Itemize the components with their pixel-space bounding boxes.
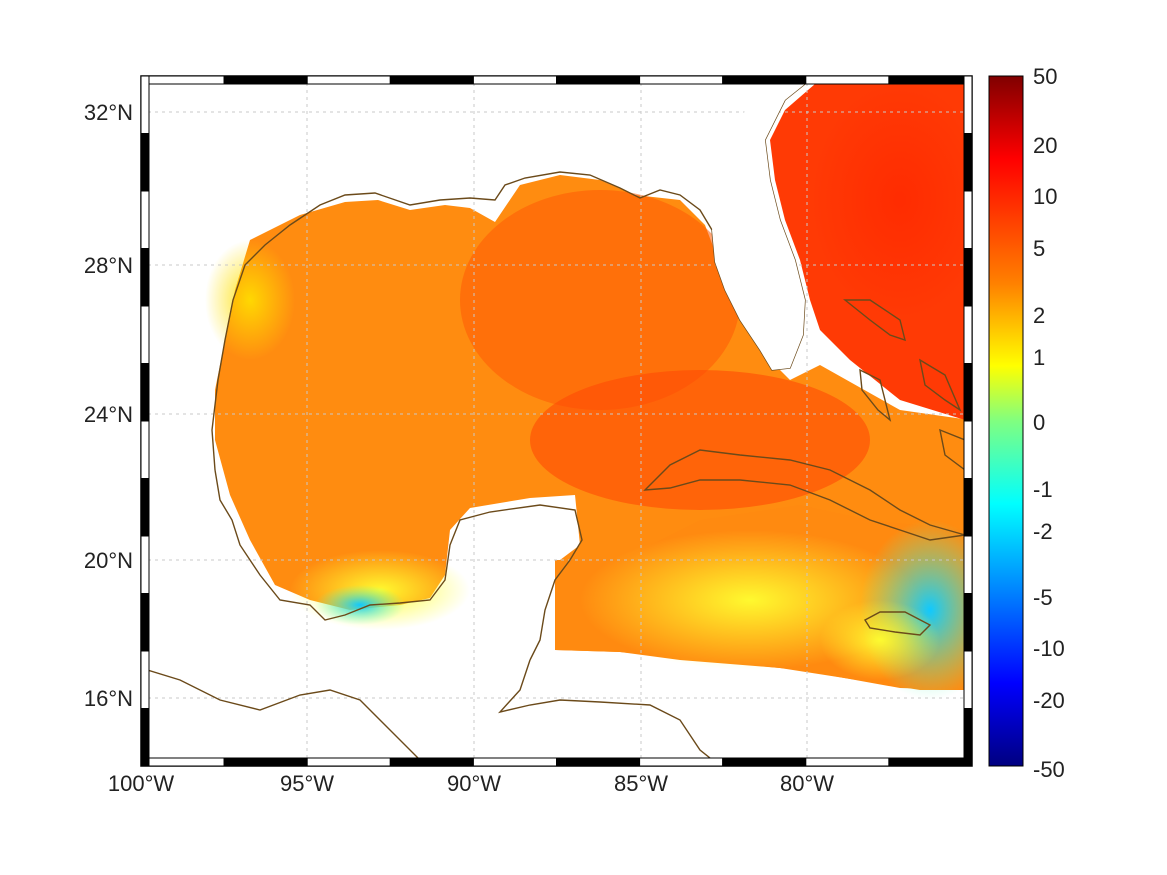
frame-segment-right <box>963 305 973 364</box>
frame-segment-top <box>223 75 308 85</box>
frame-segment-right <box>963 478 973 537</box>
lon-label-80w: 80°W <box>780 771 834 796</box>
frame-segment-top <box>472 75 557 85</box>
colorbar-label-1: 1 <box>1033 345 1045 370</box>
colorbar-label-neg20: -20 <box>1033 688 1065 713</box>
colorbar-label-neg10: -10 <box>1033 636 1065 661</box>
frame-segment-bottom <box>556 757 641 767</box>
frame-segment-left <box>140 75 150 134</box>
colorbar-label-neg50: -50 <box>1033 757 1065 782</box>
map-frame <box>140 75 973 767</box>
frame-segment-top <box>722 75 807 85</box>
frame-segment-right <box>963 593 973 652</box>
colorbar-gradient <box>988 75 1024 767</box>
colorbar-labels: 50 20 10 5 2 1 0 -1 -2 -5 -10 -20 -50 <box>1033 64 1065 782</box>
mexico-gulf-coast <box>214 469 583 661</box>
bahamas-coast <box>843 299 962 422</box>
colorbar: 50 20 10 5 2 1 0 -1 -2 -5 -10 -20 -50 <box>988 64 1065 782</box>
lat-label-32n: 32°N <box>84 100 133 125</box>
frame-segment-bottom <box>722 757 807 767</box>
jamaica-coast <box>864 611 932 636</box>
frame-segment-right <box>963 190 973 249</box>
frame-segment-right <box>963 75 973 134</box>
frame-segment-bottom <box>306 757 391 767</box>
frame-segment-bottom <box>805 757 890 767</box>
ocean-field <box>205 80 972 700</box>
frame-segment-left <box>140 478 150 537</box>
colorbar-label-50: 50 <box>1033 64 1057 89</box>
frame-segment-bottom <box>223 757 308 767</box>
lat-label-28n: 28°N <box>84 253 133 278</box>
colorbar-label-10: 10 <box>1033 184 1057 209</box>
frame-segment-right <box>963 363 973 422</box>
frame-segment-left <box>140 248 150 307</box>
frame-segment-top <box>306 75 391 85</box>
frame-segment-bottom <box>472 757 557 767</box>
frame-segment-left <box>140 650 150 709</box>
frame-segment-left <box>140 363 150 422</box>
colorbar-label-neg5: -5 <box>1033 585 1053 610</box>
frame-segment-top <box>888 75 973 85</box>
frame-segment-right <box>963 420 973 479</box>
frame-segment-left <box>140 420 150 479</box>
frame-segment-left <box>140 305 150 364</box>
frame-segment-right <box>963 535 973 594</box>
land <box>712 84 805 370</box>
florida-land <box>712 84 805 370</box>
frame-segment-left <box>140 133 150 192</box>
frame-segment-left <box>140 535 150 594</box>
frame-segment-right <box>963 248 973 307</box>
colorbar-label-2: 2 <box>1033 303 1045 328</box>
lat-label-16n: 16°N <box>84 686 133 711</box>
colorbar-label-5: 5 <box>1033 236 1045 261</box>
frame-segment-right <box>963 650 973 709</box>
pacific-coast <box>141 667 421 761</box>
frame-segment-left <box>140 708 150 767</box>
lat-axis: 32°N 28°N 24°N 20°N 16°N <box>84 100 133 711</box>
frame-segment-bottom <box>140 757 225 767</box>
lon-label-90w: 90°W <box>447 771 501 796</box>
colorbar-label-20: 20 <box>1033 133 1057 158</box>
colorbar-label-neg1: -1 <box>1033 477 1053 502</box>
frame-segment-right <box>963 708 973 767</box>
lat-label-24n: 24°N <box>84 402 133 427</box>
frame-segment-top <box>639 75 724 85</box>
yucatan-south-coast <box>497 659 721 766</box>
colorbar-label-neg2: -2 <box>1033 519 1053 544</box>
colorbar-label-0: 0 <box>1033 410 1045 435</box>
lat-label-20n: 20°N <box>84 548 133 573</box>
frame-segment-right <box>963 133 973 192</box>
gridlines <box>141 76 972 766</box>
lon-label-95w: 95°W <box>280 771 334 796</box>
frame-segment-top <box>805 75 890 85</box>
frame-segment-top <box>556 75 641 85</box>
frame-segment-bottom <box>639 757 724 767</box>
frame-segment-top <box>389 75 474 85</box>
frame-segment-bottom <box>888 757 973 767</box>
frame-segment-bottom <box>389 757 474 767</box>
lon-label-100w: 100°W <box>108 771 175 796</box>
frame-segment-top <box>140 75 225 85</box>
lon-label-85w: 85°W <box>614 771 668 796</box>
lon-axis: 100°W 95°W 90°W 85°W 80°W <box>108 771 834 796</box>
frame-segment-left <box>140 593 150 652</box>
frame-segment-left <box>140 190 150 249</box>
